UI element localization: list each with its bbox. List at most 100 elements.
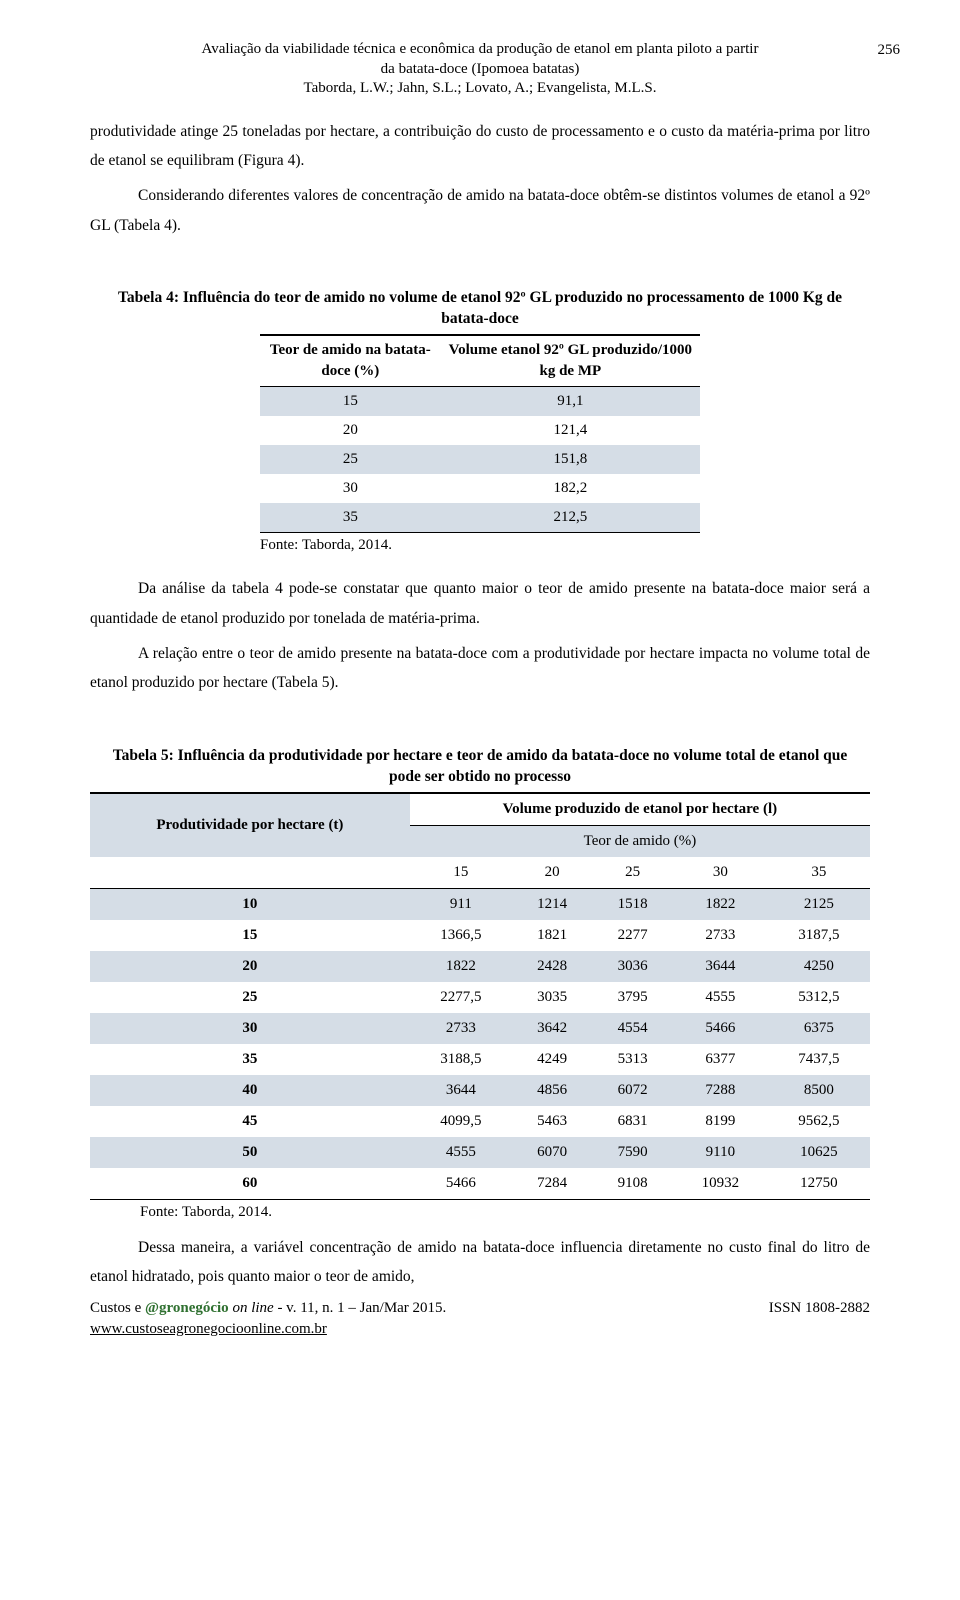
table-5-rowhead: Produtividade por hectare (t) — [90, 793, 410, 857]
table-row-label: 35 — [90, 1044, 410, 1075]
table-cell: 30 — [260, 474, 441, 503]
table-5-title: Tabela 5: Influência da produtividade po… — [90, 746, 870, 788]
table-row-label: 45 — [90, 1106, 410, 1137]
table-cell: 911 — [410, 888, 512, 920]
table-5-source: Fonte: Taborda, 2014. — [140, 1202, 870, 1223]
table-cell: 5463 — [512, 1106, 593, 1137]
page-number: 256 — [878, 40, 901, 61]
table-cell: 5466 — [410, 1168, 512, 1200]
table-row-label: 25 — [90, 982, 410, 1013]
table-cell: 2733 — [673, 920, 768, 951]
table-row: 151366,51821227727333187,5 — [90, 920, 870, 951]
table-row-label: 10 — [90, 888, 410, 920]
table-5-span-head: Volume produzido de etanol por hectare (… — [410, 793, 870, 826]
table-row-label: 15 — [90, 920, 410, 951]
table-col-header: 35 — [768, 857, 870, 889]
table-row: 2018222428303636444250 — [90, 951, 870, 982]
footer-site-link[interactable]: www.custoseagronegocioonline.com.br — [90, 1321, 327, 1337]
table-cell: 91,1 — [441, 387, 700, 417]
table-cell: 4554 — [592, 1013, 673, 1044]
paragraph-1: produtividade atinge 25 toneladas por he… — [90, 117, 870, 176]
table-col-header: 15 — [410, 857, 512, 889]
table-cell: 3795 — [592, 982, 673, 1013]
table-cell: 3036 — [592, 951, 673, 982]
header-line-3: Taborda, L.W.; Jahn, S.L.; Lovato, A.; E… — [304, 80, 657, 96]
table-cell: 1821 — [512, 920, 593, 951]
header-line-2: da batata-doce (Ipomoea batatas) — [381, 61, 580, 77]
table-cell: 4856 — [512, 1075, 593, 1106]
table-cell: 5313 — [592, 1044, 673, 1075]
table-cell: 1518 — [592, 888, 673, 920]
table-cell: 1822 — [673, 888, 768, 920]
table-cell: 3644 — [410, 1075, 512, 1106]
table-row: 50455560707590911010625 — [90, 1137, 870, 1168]
table-col-header: 25 — [592, 857, 673, 889]
table-cell: 35 — [260, 503, 441, 533]
table-cell: 10932 — [673, 1168, 768, 1200]
header-title: Avaliação da viabilidade técnica e econô… — [90, 40, 870, 99]
table-4-source: Fonte: Taborda, 2014. — [260, 535, 870, 556]
table-cell: 3187,5 — [768, 920, 870, 951]
table-row: 109111214151818222125 — [90, 888, 870, 920]
table-cell: 20 — [260, 416, 441, 445]
table-cell: 7590 — [592, 1137, 673, 1168]
table-row: 3027333642455454666375 — [90, 1013, 870, 1044]
table-row-label: 20 — [90, 951, 410, 982]
table-row: 4036444856607272888500 — [90, 1075, 870, 1106]
paragraph-4: A relação entre o teor de amido presente… — [90, 639, 870, 698]
table-cell: 5312,5 — [768, 982, 870, 1013]
table-4-title: Tabela 4: Influência do teor de amido no… — [90, 288, 870, 330]
table-cell: 8199 — [673, 1106, 768, 1137]
table-cell: 1214 — [512, 888, 593, 920]
table-row-label: 40 — [90, 1075, 410, 1106]
table-row: 454099,55463683181999562,5 — [90, 1106, 870, 1137]
table-cell: 2277 — [592, 920, 673, 951]
table-5-sub-head: Teor de amido (%) — [410, 825, 870, 857]
table-4: Teor de amido na batata-doce (%) Volume … — [260, 334, 700, 533]
table-cell: 10625 — [768, 1137, 870, 1168]
table-cell: 121,4 — [441, 416, 700, 445]
table-cell: 4555 — [410, 1137, 512, 1168]
table-cell: 4250 — [768, 951, 870, 982]
table-cell: 3642 — [512, 1013, 593, 1044]
table-cell: 9110 — [673, 1137, 768, 1168]
paragraph-2: Considerando diferentes valores de conce… — [90, 181, 870, 240]
header-line-1: Avaliação da viabilidade técnica e econô… — [202, 41, 759, 57]
table-cell: 212,5 — [441, 503, 700, 533]
table-cell: 8500 — [768, 1075, 870, 1106]
table-cell: 6831 — [592, 1106, 673, 1137]
footer-issn: ISSN 1808-2882 — [769, 1298, 870, 1340]
table-cell: 3035 — [512, 982, 593, 1013]
table-4-col-2-header: Volume etanol 92º GL produzido/1000 kg d… — [441, 335, 700, 387]
table-row-label: 60 — [90, 1168, 410, 1200]
page-header: Avaliação da viabilidade técnica e econô… — [90, 40, 870, 99]
footer-brand: @gronegócio — [145, 1300, 229, 1316]
footer-online: on line — [229, 1300, 274, 1316]
table-cell: 25 — [260, 445, 441, 474]
table-cell: 3644 — [673, 951, 768, 982]
footer-left: Custos e @gronegócio on line - v. 11, n.… — [90, 1298, 446, 1340]
table-cell: 15 — [260, 387, 441, 417]
table-cell: 2733 — [410, 1013, 512, 1044]
table-row: 605466728491081093212750 — [90, 1168, 870, 1200]
table-cell: 7284 — [512, 1168, 593, 1200]
table-cell: 7288 — [673, 1075, 768, 1106]
table-cell: 182,2 — [441, 474, 700, 503]
table-cell: 2125 — [768, 888, 870, 920]
table-row: 25151,8 — [260, 445, 700, 474]
table-row: 353188,54249531363777437,5 — [90, 1044, 870, 1075]
table-cell: 6070 — [512, 1137, 593, 1168]
table-row: 30182,2 — [260, 474, 700, 503]
table-5: Produtividade por hectare (t) Volume pro… — [90, 792, 870, 1200]
table-cell: 5466 — [673, 1013, 768, 1044]
paragraph-5: Dessa maneira, a variável concentração d… — [90, 1233, 870, 1292]
table-col-header: 30 — [673, 857, 768, 889]
table-cell: 7437,5 — [768, 1044, 870, 1075]
table-4-col-1-header: Teor de amido na batata-doce (%) — [260, 335, 441, 387]
table-row-label: 50 — [90, 1137, 410, 1168]
table-cell: 9562,5 — [768, 1106, 870, 1137]
page-footer: Custos e @gronegócio on line - v. 11, n.… — [90, 1298, 870, 1340]
table-row-label: 30 — [90, 1013, 410, 1044]
table-cell: 151,8 — [441, 445, 700, 474]
table-cell: 4099,5 — [410, 1106, 512, 1137]
